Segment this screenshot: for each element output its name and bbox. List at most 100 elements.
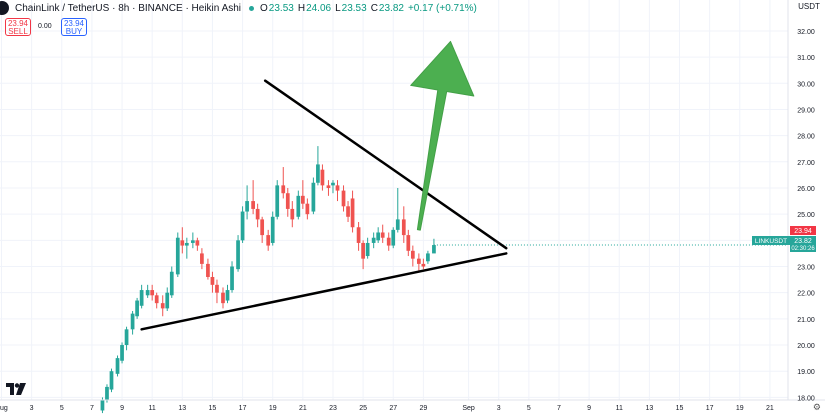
up-arrow-icon <box>410 40 475 231</box>
candle <box>165 292 170 309</box>
candle <box>296 195 301 217</box>
candle <box>406 235 411 251</box>
candle <box>275 185 280 217</box>
candle <box>270 216 275 243</box>
candle <box>124 329 129 346</box>
x-tick-label: 11 <box>616 405 623 412</box>
x-tick-label: 29 <box>419 405 427 412</box>
spread-value: 0.00 <box>38 23 52 30</box>
candle <box>154 295 159 304</box>
candle <box>139 290 144 306</box>
x-tick-label: 27 <box>389 405 397 412</box>
candle <box>169 271 174 296</box>
high-value: 24.06 <box>306 2 332 14</box>
price-tags: 23.94 LINKUSDT 23.82 02:30:26 <box>752 226 816 252</box>
candle <box>371 237 376 243</box>
candle <box>150 290 155 296</box>
candle <box>266 235 271 246</box>
sell-button[interactable]: 23.94 SELL <box>5 18 31 36</box>
drawings[interactable] <box>140 40 508 331</box>
candle <box>395 219 400 230</box>
buy-button[interactable]: 23.94 BUY <box>61 18 87 36</box>
y-tick-label: 28.00 <box>797 134 815 141</box>
candle <box>145 290 150 296</box>
x-tick-label: 17 <box>706 405 714 412</box>
y-tick-label: 27.00 <box>797 160 815 167</box>
candle <box>120 345 124 361</box>
candle <box>200 253 204 264</box>
y-tick-label: 30.00 <box>797 81 815 88</box>
candles <box>100 146 436 414</box>
tradingview-logo[interactable] <box>6 382 26 400</box>
x-tick-label: Aug <box>0 405 8 412</box>
x-tick-label: 3 <box>30 405 34 412</box>
x-tick-label: Sep <box>462 405 475 412</box>
x-tick-label: 5 <box>527 405 531 412</box>
x-tick-label: 11 <box>149 405 156 412</box>
buy-label: BUY <box>65 27 83 36</box>
ask-price-tag <box>790 226 816 235</box>
candle <box>376 232 381 241</box>
lower-trendline <box>140 252 508 331</box>
symbol-title[interactable]: ChainLink / TetherUS · 8h · BINANCE · He… <box>15 2 242 14</box>
y-tick-label: 29.00 <box>797 107 815 114</box>
x-tick-label: 21 <box>766 405 774 412</box>
candle <box>346 206 350 217</box>
countdown-label: 02:30:26 <box>791 246 815 252</box>
candle <box>320 169 325 186</box>
candle <box>356 227 361 243</box>
y-tick-label: 20.00 <box>797 343 815 350</box>
candle <box>210 276 215 285</box>
y-tick-label: 18.00 <box>797 395 815 402</box>
open-value: 23.53 <box>268 2 294 14</box>
candle <box>311 182 316 212</box>
buy-price: 23.94 <box>63 19 85 28</box>
close-value: 23.82 <box>378 2 404 14</box>
candle <box>190 240 195 243</box>
x-tick-label: 7 <box>557 405 561 412</box>
ticker-label: LINKUSDT <box>755 238 787 245</box>
candle <box>335 185 340 191</box>
candle <box>300 195 305 204</box>
candle <box>195 240 200 246</box>
candle <box>245 201 249 212</box>
candle <box>350 198 355 228</box>
x-tick-label: 5 <box>60 405 64 412</box>
market-status-dot <box>249 5 255 11</box>
x-tick-label: 19 <box>736 405 744 412</box>
x-tick-label: 9 <box>587 405 591 412</box>
candle <box>386 237 391 246</box>
candle <box>100 400 105 411</box>
open-label: O <box>260 2 268 14</box>
candle <box>105 386 109 400</box>
x-tick-label: 23 <box>329 405 337 412</box>
sell-price: 23.94 <box>7 19 29 28</box>
chart-legend: ChainLink / TetherUS · 8h · BINANCE · He… <box>0 0 481 16</box>
x-tick-label: 15 <box>676 405 684 412</box>
candle <box>326 185 331 188</box>
gear-icon[interactable]: ⚙ <box>812 402 821 412</box>
candle <box>285 193 290 209</box>
y-tick-label: 19.00 <box>797 369 815 376</box>
candle <box>206 263 210 277</box>
candle <box>175 237 180 275</box>
currency-selector[interactable]: USDT <box>798 2 820 11</box>
candle <box>184 242 189 246</box>
candle <box>380 232 385 238</box>
candle <box>331 182 335 186</box>
candle <box>215 284 219 293</box>
candle <box>130 313 135 330</box>
candle <box>290 208 295 220</box>
last-price-tag <box>790 236 816 252</box>
x-tick-label: 7 <box>90 405 94 412</box>
candle <box>260 219 265 236</box>
candle <box>225 290 230 301</box>
candle <box>341 190 346 207</box>
x-tick-label: 3 <box>497 405 501 412</box>
change-value: +0.17 (+0.71%) <box>407 2 477 14</box>
symbol-logo[interactable] <box>0 1 9 15</box>
candle <box>236 240 240 270</box>
low-label: L <box>335 2 341 14</box>
